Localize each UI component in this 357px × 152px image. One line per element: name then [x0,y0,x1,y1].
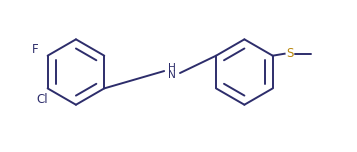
Text: Cl: Cl [37,93,49,106]
Text: N: N [168,69,176,79]
Text: S: S [286,47,293,60]
Text: F: F [31,43,38,56]
Text: H: H [168,63,176,73]
